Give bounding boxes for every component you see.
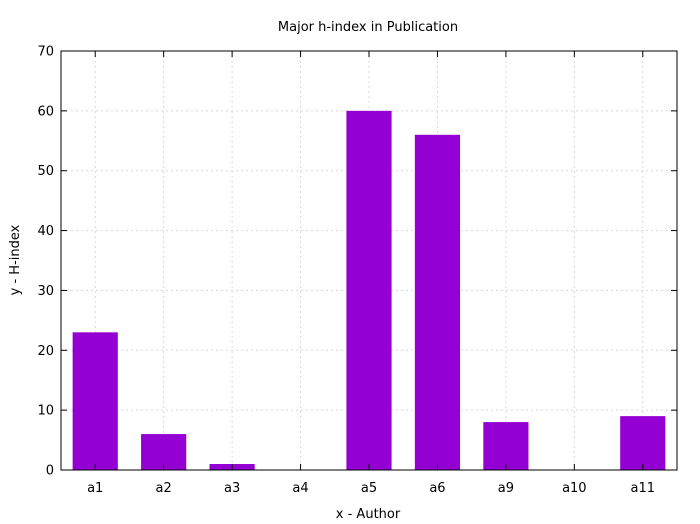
x-tick-label: a6 [429,481,445,496]
y-tick-label: 10 [37,404,54,419]
bars-layer [72,110,666,471]
x-tick-label: a9 [498,481,514,496]
y-tick-label: 40 [37,224,54,239]
x-tick-label: a2 [156,481,172,496]
x-axis: a1 a2 a3 a4 a5 a6 a9 a10 a11 [87,51,655,496]
x-tick-label: a5 [361,481,377,496]
x-tick-label: a10 [562,481,587,496]
y-tick-label: 0 [46,464,54,479]
chart-title: Major h-index in Publication [278,20,458,35]
bar-a5 [346,110,392,470]
bar-a1 [72,332,118,470]
bar-a9 [483,422,529,470]
bar-a6 [414,134,461,471]
y-tick-label: 70 [37,45,54,60]
bar-a11 [620,416,666,470]
y-tick-label: 20 [37,344,54,359]
x-tick-label: a1 [87,481,103,496]
y-tick-label: 50 [37,164,54,179]
x-tick-label: a11 [631,481,656,496]
x-axis-label: x - Author [336,507,401,522]
y-tick-label: 60 [37,104,54,119]
y-tick-label: 30 [37,284,54,299]
y-axis: 0 10 20 30 40 50 60 70 [37,45,677,479]
y-axis-label: y - H-index [8,224,23,295]
x-tick-label: a3 [224,481,240,496]
x-tick-label: a4 [292,481,308,496]
